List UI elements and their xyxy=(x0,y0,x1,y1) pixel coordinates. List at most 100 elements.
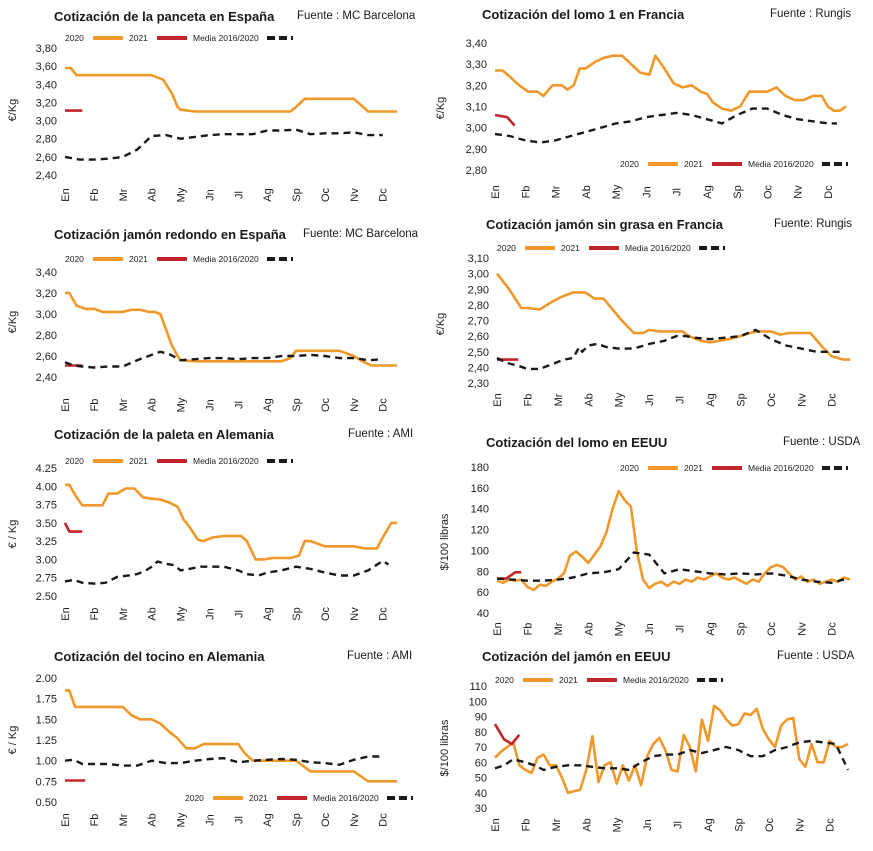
chart-svg: 2,30 2,40 2,50 2,60 2,70 2,80 2,90 3,00 3,10 €/Kg… xyxy=(435,243,850,407)
chart-svg: 2,40 2,60 2,80 3,00 3,20 3,40 3,60 3,80 €/Kg En Fb… xyxy=(7,33,398,202)
x-tick-label: Jl xyxy=(233,401,245,409)
y-tick-label: 50 xyxy=(475,773,487,785)
y-tick-label: 2,30 xyxy=(468,378,489,390)
y-tick-label: 3,40 xyxy=(466,38,487,50)
y-tick-label: 2.50 xyxy=(36,591,57,603)
x-tick-label: Sp xyxy=(732,185,744,198)
chart-title: Cotización de la paleta en Alemania xyxy=(54,427,274,442)
x-tick-label: Dc xyxy=(378,188,390,202)
x-tick-label: Nv xyxy=(349,607,361,621)
x-tick-label: Dc xyxy=(825,818,837,832)
chart-title: Cotización de la panceta en España xyxy=(54,9,275,24)
legend-label-2021: 2021 xyxy=(129,254,148,264)
chart-svg: 2.50 2.75 3.00 3.25 3.50 3.75 4.00 4.25 € / Kg En… xyxy=(7,456,398,621)
chart-source: Fuente : Rungis xyxy=(770,8,852,20)
y-tick-label: 60 xyxy=(475,757,487,769)
legend-label-2021: 2021 xyxy=(129,33,148,43)
x-tick-label: Fb xyxy=(522,394,534,407)
x-tick-label: Dc xyxy=(827,393,839,407)
x-tick-label: Ag xyxy=(262,398,274,411)
x-tick-label: Ab xyxy=(147,398,159,411)
y-tick-label: 2,80 xyxy=(36,134,57,146)
y-axis-label: € / Kg xyxy=(7,520,19,549)
chart-source: Fuente: Rungis xyxy=(774,218,852,230)
chart-source: Fuente : USDA xyxy=(783,436,861,448)
x-tick-label: Oc xyxy=(320,812,332,827)
x-tick-label: Nv xyxy=(349,813,361,827)
chart-panel-paleta-alemania: Cotización de la paleta en Alemania Fuen… xyxy=(0,422,430,632)
x-tick-label: En xyxy=(60,813,72,826)
series-line-y2020 xyxy=(496,489,851,592)
legend-label-media: Media 2016/2020 xyxy=(748,159,814,169)
y-tick-label: 180 xyxy=(471,462,489,474)
y-axis-label: €/Kg xyxy=(7,311,19,334)
x-tick-label: En xyxy=(60,398,72,411)
legend-label-2021: 2021 xyxy=(561,243,580,253)
y-axis-label: $/100 libras xyxy=(439,513,451,570)
x-tick-label: Nv xyxy=(793,185,805,199)
y-tick-label: 3.75 xyxy=(36,500,57,512)
legend-label-2021: 2021 xyxy=(684,463,703,473)
x-tick-label: Ag xyxy=(705,622,717,635)
y-tick-label: 3,60 xyxy=(36,61,57,73)
series-line-y2020 xyxy=(65,689,398,783)
x-tick-label: Jl xyxy=(233,610,245,618)
x-tick-label: En xyxy=(492,622,504,635)
x-tick-label: En xyxy=(490,818,502,831)
x-tick-label: Nv xyxy=(349,398,361,412)
y-axis-label: €/Kg xyxy=(7,99,19,122)
chart-panel-jamon-redondo-espana: Cotización jamón redondo en España Fuent… xyxy=(0,222,430,422)
y-tick-label: 2,40 xyxy=(36,170,57,182)
x-tick-label: Oc xyxy=(766,621,778,636)
x-tick-label: Nv xyxy=(796,393,808,407)
x-tick-label: Jl xyxy=(675,625,687,633)
y-tick-label: 2,60 xyxy=(36,152,57,164)
y-tick-label: 4.25 xyxy=(36,463,57,475)
x-tick-label: Ab xyxy=(581,185,593,198)
series-line-y2020 xyxy=(65,66,398,113)
x-tick-label: Sp xyxy=(733,818,745,831)
chart-svg: 2,80 2,90 3,00 3,10 3,20 3,30 3,40 €/Kg En Fb Mr Ab… xyxy=(435,38,848,199)
x-tick-label: Mr xyxy=(118,398,130,411)
x-tick-label: Oc xyxy=(320,606,332,621)
legend-label-2021: 2021 xyxy=(684,159,703,169)
chart-source: Fuente : AMI xyxy=(348,428,414,440)
x-tick-label: Ab xyxy=(147,607,159,620)
chart-source: Fuente : MC Barcelona xyxy=(297,10,416,22)
x-tick-label: My xyxy=(176,397,188,412)
y-tick-label: 2,80 xyxy=(468,300,489,312)
x-tick-label: My xyxy=(612,817,624,832)
x-tick-label: Sp xyxy=(291,398,303,411)
x-tick-label: My xyxy=(176,606,188,621)
chart-svg: 30 40 50 60 70 80 90 100 110 $/100 libras En Fb Mr Ab… xyxy=(439,675,850,832)
x-tick-label: Fb xyxy=(89,399,101,412)
x-tick-label: Jn xyxy=(204,814,216,826)
y-tick-label: 80 xyxy=(477,566,489,578)
x-tick-label: Jn xyxy=(204,189,216,201)
y-axis-label: €/Kg xyxy=(435,313,447,336)
legend-label-media: Media 2016/2020 xyxy=(193,456,259,466)
series-line-media xyxy=(64,755,383,767)
y-tick-label: 0.75 xyxy=(36,776,57,788)
y-tick-label: 2,70 xyxy=(468,316,489,328)
y-tick-label: 160 xyxy=(471,483,489,495)
y-tick-label: 1.00 xyxy=(36,756,57,768)
y-tick-label: 3,40 xyxy=(36,267,57,279)
series-line-y2021 xyxy=(493,723,521,746)
chart-source: Fuente: MC Barcelona xyxy=(303,228,419,240)
x-tick-label: Jl xyxy=(675,396,687,404)
y-tick-label: 3,30 xyxy=(466,59,487,71)
series-line-media xyxy=(64,350,383,369)
y-axis-label: €/Kg xyxy=(435,97,447,120)
x-tick-label: Dc xyxy=(378,813,390,827)
series-line-media xyxy=(494,739,850,772)
y-tick-label: 90 xyxy=(475,712,487,724)
y-tick-label: 2.75 xyxy=(36,573,57,585)
x-tick-label: My xyxy=(614,621,626,636)
chart-panel-jamon-eeuu: Cotización del jamón en EEUU Fuente : US… xyxy=(430,640,873,851)
x-tick-label: En xyxy=(60,607,72,620)
legend-label-media: Media 2016/2020 xyxy=(625,243,691,253)
y-tick-label: 2,60 xyxy=(36,351,57,363)
x-tick-label: Ab xyxy=(581,818,593,831)
x-tick-label: My xyxy=(176,812,188,827)
